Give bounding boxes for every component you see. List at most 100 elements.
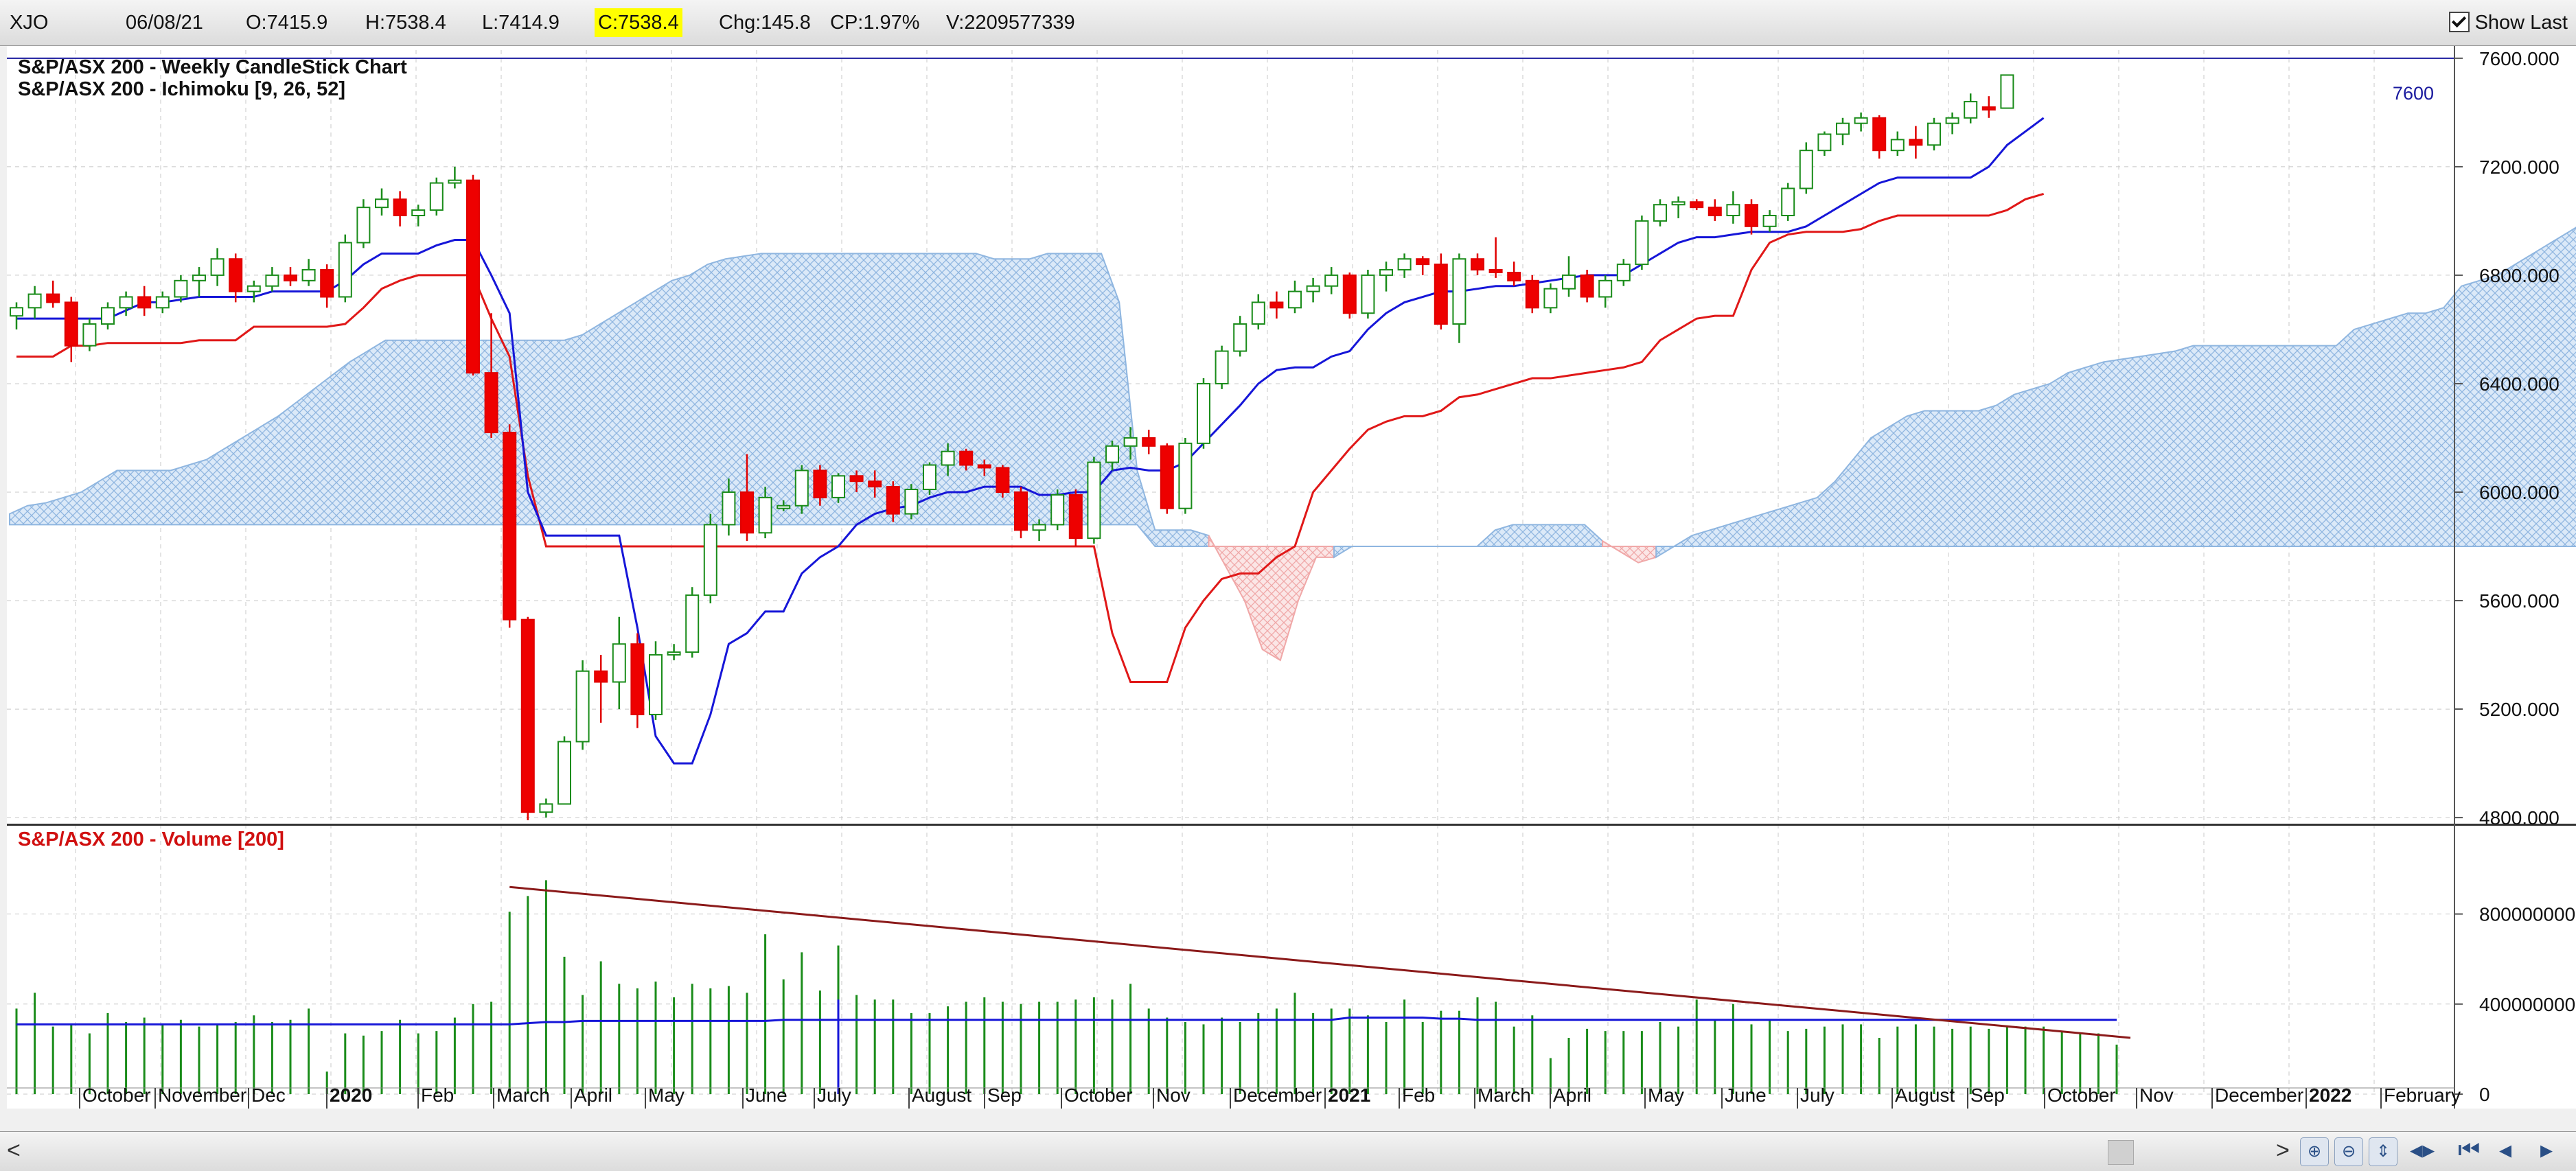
candle-body [210,258,225,276]
candle-body [758,496,772,534]
fit-chart-icon[interactable]: ⇕ [2369,1137,2397,1166]
low-value: L:7414.9 [482,12,560,34]
volume-y-tick-label: 4000000000 [2479,994,2576,1015]
zoom-out-icon[interactable]: ⊖ [2334,1137,2363,1166]
x-axis-label: October [2047,1085,2116,1106]
candle-body [1580,274,1594,298]
candle-body [1397,258,1412,271]
x-axis-label: July [1800,1085,1835,1106]
x-axis-label: Feb [421,1085,454,1106]
high-value: H:7538.4 [365,12,446,34]
candle-body [356,207,371,244]
candle-body [1197,382,1210,444]
candle-body [1945,117,1959,124]
price-y-tick-label: 4800.000 [2479,807,2560,828]
candle-body [46,293,60,303]
candle-body [265,274,279,287]
volume-y-tick-label: 8000000000 [2479,904,2576,925]
candle-body [1306,285,1320,292]
scroll-both-icon[interactable]: ◂▸ [2410,1135,2435,1163]
step-back-icon[interactable]: ◂ [2499,1135,2512,1163]
candle-body [393,198,407,217]
x-axis-label: February [2384,1085,2461,1106]
volume-y-tick-label: 0 [2479,1084,2490,1105]
candle-body [137,296,152,309]
candle-body [192,274,206,281]
candle-body [1233,323,1247,352]
x-axis-label: 2021 [1328,1085,1370,1106]
candle-body [503,432,517,621]
ichimoku-cloud-bullish [1655,227,2576,559]
open-value: O:7415.9 [246,12,328,34]
scroll-left-arrow-icon[interactable]: < [7,1137,21,1163]
candle-body [1488,269,1503,273]
candle-body [1434,264,1448,325]
checkbox-checked-icon[interactable] [2448,12,2470,32]
candle-body [1288,290,1302,309]
reference-line-label: 7600 [2393,83,2434,104]
show-last-checkbox[interactable]: Show Last [2448,8,2568,37]
candle-body [1562,274,1576,290]
quote-bar: XJO 06/08/21 O:7415.9 H:7538.4 L:7414.9 … [0,0,2576,46]
symbol-label: XJO [10,12,49,34]
candle-body [246,285,261,292]
candle-body [977,464,991,469]
x-axis-label: July [817,1085,851,1106]
candle-body [1726,204,1740,217]
candle-body [375,198,389,209]
candle-body [1762,215,1777,227]
change-percent-value: CP:1.97% [830,12,920,34]
candle-body [612,643,626,683]
candle-body [1361,274,1375,314]
candle-body [649,654,663,715]
candle-body [1836,122,1850,135]
candle-body [996,467,1010,493]
candle-body [941,450,955,466]
go-to-start-icon[interactable]: ⏮ [2458,1135,2481,1163]
candle-body [794,469,809,507]
volume-average-line [16,1016,2117,1025]
candle-body [539,803,553,813]
candle-body [667,651,681,656]
candle-body [174,279,188,298]
x-axis-label: August [1895,1085,1955,1106]
x-axis-label: December [2215,1085,2303,1106]
zoom-in-icon[interactable]: ⊕ [2300,1137,2329,1166]
chart-area[interactable]: 7600.000 7200.000 6800.000 6400.000 6000.000… [7,46,2576,1109]
candle-body [1981,106,1996,111]
candle-body [64,301,78,347]
price-y-tick-label: 6400.000 [2479,373,2560,395]
step-forward-icon[interactable]: ▸ [2540,1135,2553,1163]
candle-body [2000,74,2014,109]
scrollbar-thumb[interactable] [2108,1140,2134,1165]
scroll-right-arrow-icon[interactable]: > [2276,1137,2290,1163]
candle-body [429,182,444,211]
x-axis-label: December [1233,1085,1322,1106]
candle-body [1653,204,1667,222]
candle-body [119,296,133,309]
candle-body [155,296,170,309]
candle-body [1890,139,1905,152]
x-axis-label: Sep [1970,1085,2005,1106]
ichimoku-cloud-bearish [1602,540,1657,564]
price-y-tick-label: 5200.000 [2479,699,2560,720]
candle-body [1324,274,1339,287]
candle-body [1543,288,1558,309]
candle-body [229,258,243,292]
candle-body [1379,269,1393,276]
x-axis-label: Dec [251,1085,286,1106]
x-axis-label: May [648,1085,685,1106]
chart-svg[interactable]: 7600.000 7200.000 6800.000 6400.000 6000.000… [7,46,2576,1109]
x-axis-label: May [1648,1085,1684,1106]
candle-body [27,293,42,309]
candle-body [1616,264,1631,281]
candle-body [1799,150,1813,189]
candle-body [1014,491,1028,531]
x-axis-label: April [574,1085,612,1106]
candle-body [1872,117,1887,152]
ichimoku-cloud-bearish [1208,535,1335,662]
x-axis-label: April [1553,1085,1591,1106]
price-y-tick-label: 5600.000 [2479,590,2560,612]
conversion-line [16,117,2045,765]
candle-body [1068,494,1083,540]
